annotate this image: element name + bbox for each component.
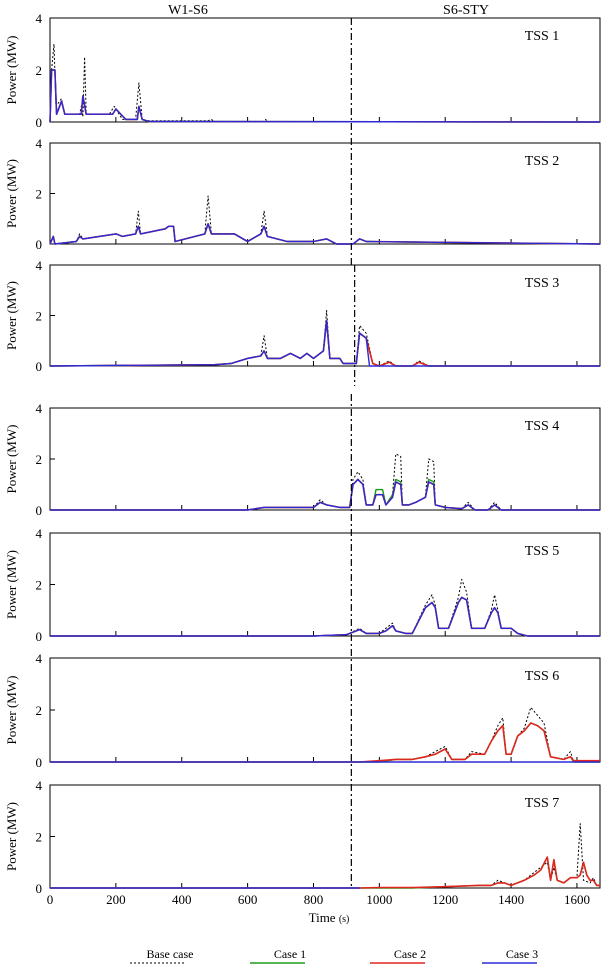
panel-label: TSS 3: [525, 276, 560, 291]
panel-frame: [49, 784, 601, 889]
series-line-case-1: [50, 596, 600, 637]
series-line-case-2: [50, 478, 600, 511]
series-line-case-3: [50, 596, 600, 637]
panel-label: TSS 5: [525, 544, 560, 559]
series-line-case-3: [49, 319, 600, 367]
panel-frame: [49, 532, 601, 637]
series-line-base-case: [50, 578, 600, 637]
y-tick-label: 4: [36, 526, 43, 541]
legend: Base case Case 1 Case 2 Case 3: [130, 947, 538, 964]
legend-label: Base case: [147, 947, 194, 961]
x-tick-label: 200: [106, 892, 126, 907]
y-tick-label: 4: [36, 258, 43, 273]
y-tick-label: 4: [36, 651, 43, 666]
series-line-case-1: [49, 69, 601, 123]
x-tick-label: 1400: [498, 892, 524, 907]
panel-2: 0 2 4 Power (MW) TSS 2: [4, 136, 601, 252]
x-tick-label: 800: [304, 892, 324, 907]
y-tick-label: 0: [36, 115, 43, 130]
x-tick-label: 1000: [366, 892, 392, 907]
y-axis-label: Power (MW): [4, 676, 19, 745]
y-axis-label: Power (MW): [4, 425, 19, 494]
panel-4: 0 2 4 Power (MW) TSS 4: [4, 401, 601, 518]
y-tick-label: 2: [36, 703, 43, 718]
y-axis-label: Power (MW): [4, 550, 19, 619]
panel-label: TSS 2: [525, 154, 560, 169]
y-tick-label: 4: [36, 11, 43, 26]
y-axis-label: Power (MW): [4, 36, 19, 105]
series-line-case-2: [50, 856, 600, 889]
series-line-case-3: [49, 223, 601, 245]
panel-3: 0 2 4 Power (MW) TSS 3: [4, 258, 601, 374]
y-tick-label: 0: [36, 755, 43, 770]
y-tick-label: 2: [36, 309, 43, 324]
y-tick-label: 4: [36, 401, 43, 416]
series-line-case-3: [50, 478, 600, 511]
series-line-base-case: [50, 453, 600, 511]
y-axis-label: Power (MW): [4, 802, 19, 871]
panel-7: 0 2 4 0 200 400 600 800 1000 1200 1400 1600 Power (M…: [4, 778, 601, 907]
y-axis-label: Power (MW): [4, 159, 19, 228]
series-line-case-2: [50, 596, 600, 637]
panel-1: 0 2 4 Power (MW) TSS 1: [4, 11, 601, 130]
y-tick-label: 2: [36, 187, 43, 202]
panel-frame: [49, 264, 601, 367]
panel-label: TSS 1: [525, 29, 560, 44]
x-axis-label: Time (s): [309, 910, 350, 925]
series-line-base-case: [50, 823, 600, 889]
x-tick-label: 400: [172, 892, 192, 907]
y-tick-label: 0: [36, 237, 43, 252]
series-line-case-2: [49, 69, 601, 123]
y-tick-label: 4: [36, 778, 43, 793]
header-right: S6-STY: [443, 3, 489, 18]
y-tick-label: 2: [36, 830, 43, 845]
series-line-case-1: [50, 722, 600, 763]
x-tick-label: 1600: [564, 892, 590, 907]
panel-frame: [49, 17, 601, 123]
panel-label: TSS 4: [525, 419, 560, 434]
panel-5: 0 2 4 Power (MW) TSS 5: [4, 526, 601, 644]
panel-frame: [49, 407, 601, 511]
series-line-base-case: [50, 706, 600, 763]
y-tick-label: 2: [36, 63, 43, 78]
series-line-case-3: [49, 69, 601, 123]
y-tick-label: 2: [36, 578, 43, 593]
series-line-case-2: [50, 722, 600, 763]
header-left: W1-S6: [168, 3, 208, 18]
series-line-case-1: [50, 478, 600, 511]
y-axis-label: Power (MW): [4, 281, 19, 350]
panel-6: 0 2 4 Power (MW) TSS 6: [4, 651, 601, 770]
series-line-base-case: [49, 195, 601, 245]
legend-label: Case 2: [394, 947, 426, 961]
x-tick-label: 600: [238, 892, 258, 907]
panel-label: TSS 7: [525, 796, 560, 811]
y-tick-label: 2: [36, 452, 43, 467]
x-tick-label: 0: [47, 892, 54, 907]
panel-frame: [49, 657, 601, 763]
legend-label: Case 1: [274, 947, 306, 961]
x-axis-label-unit: (s): [339, 914, 350, 925]
series-line-base-case: [49, 43, 600, 123]
y-tick-label: 0: [36, 881, 43, 896]
series-line-case-2: [49, 319, 600, 367]
panel-label: TSS 6: [525, 669, 560, 684]
panel-frame: [49, 142, 601, 245]
legend-label: Case 3: [506, 947, 538, 961]
y-tick-label: 4: [36, 136, 43, 151]
x-tick-label: 1200: [432, 892, 458, 907]
panels-group: 0 2 4 Power (MW) TSS 1 0 2 4 Power (MW) TSS 2 0 2 4 P…: [4, 11, 601, 907]
x-axis-label-main: Time: [309, 910, 336, 925]
y-tick-label: 0: [36, 503, 43, 518]
y-tick-label: 0: [36, 359, 43, 374]
y-tick-label: 0: [36, 629, 43, 644]
